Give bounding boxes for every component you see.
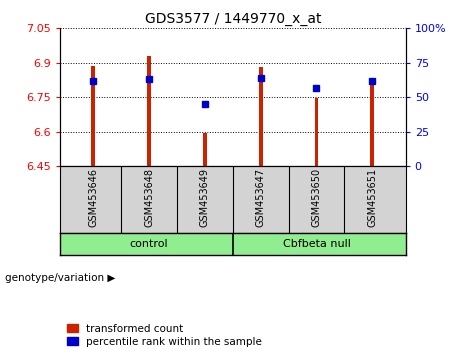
Legend: transformed count, percentile rank within the sample: transformed count, percentile rank withi… bbox=[65, 321, 264, 349]
Text: GSM453650: GSM453650 bbox=[312, 168, 321, 227]
Title: GDS3577 / 1449770_x_at: GDS3577 / 1449770_x_at bbox=[145, 12, 321, 26]
Bar bbox=[91, 66, 95, 166]
Text: control: control bbox=[130, 239, 168, 249]
Bar bbox=[147, 56, 151, 166]
Text: GSM453646: GSM453646 bbox=[89, 168, 98, 227]
Bar bbox=[370, 81, 374, 166]
Text: Cbfbeta null: Cbfbeta null bbox=[283, 239, 350, 249]
Text: genotype/variation ▶: genotype/variation ▶ bbox=[5, 273, 115, 283]
Text: GSM453647: GSM453647 bbox=[256, 168, 266, 227]
Text: GSM453651: GSM453651 bbox=[367, 168, 377, 227]
Bar bbox=[314, 98, 319, 166]
Bar bbox=[203, 133, 207, 166]
Text: GSM453648: GSM453648 bbox=[144, 168, 154, 227]
Bar bbox=[259, 67, 263, 166]
Text: GSM453649: GSM453649 bbox=[200, 168, 210, 227]
